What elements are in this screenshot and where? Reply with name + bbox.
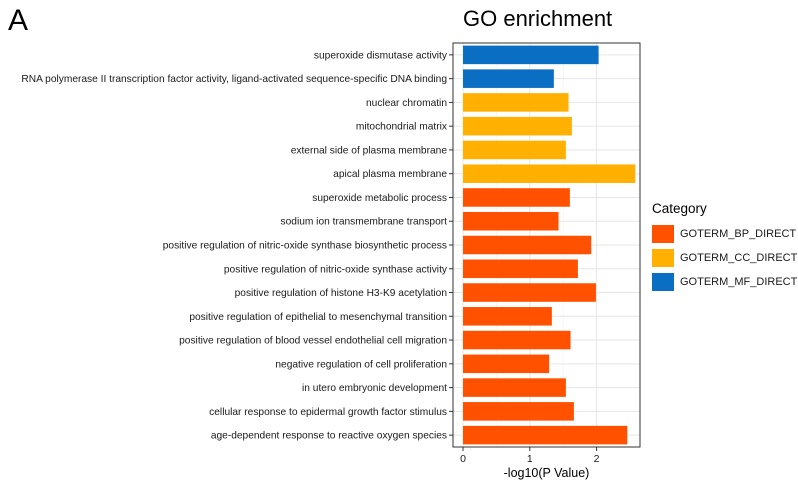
bar [463, 402, 574, 421]
legend: Category GOTERM_BP_DIRECT GOTERM_CC_DIRE… [652, 201, 797, 294]
bar [463, 140, 566, 160]
bar [463, 164, 636, 183]
category-label: positive regulation of blood vessel endo… [179, 336, 447, 347]
bar [463, 69, 554, 88]
bar [463, 283, 596, 302]
category-label: positive regulation of nitric-oxide synt… [224, 264, 448, 275]
legend-swatch-bp [652, 225, 674, 243]
category-label: RNA polymerase II transcription factor a… [21, 74, 447, 85]
legend-item-cc: GOTERM_CC_DIRECT [652, 246, 797, 270]
legend-label-mf: GOTERM_MF_DIRECT [680, 276, 798, 288]
legend-item-mf: GOTERM_MF_DIRECT [652, 270, 797, 294]
legend-title: Category [652, 201, 707, 216]
legend-swatch-mf [652, 273, 674, 291]
bar [463, 259, 578, 279]
x-tick-label: 1 [527, 453, 533, 465]
bar [463, 116, 572, 136]
category-label: sodium ion transmembrane transport [281, 217, 448, 228]
category-label: superoxide metabolic process [312, 193, 447, 204]
legend-label-cc: GOTERM_CC_DIRECT [680, 252, 798, 264]
chart-title: GO enrichment [463, 6, 613, 31]
category-label: nuclear chromatin [366, 98, 447, 109]
category-label: apical plasma membrane [333, 169, 447, 180]
category-label: positive regulation of nitric-oxide synt… [163, 241, 447, 252]
legend-swatch-cc [652, 249, 674, 267]
x-axis-tick-layer: 0 1 2 [460, 447, 600, 465]
category-label: negative regulation of cell proliferatio… [275, 359, 447, 370]
bar [463, 330, 571, 350]
bar [463, 211, 559, 231]
category-label: positive regulation of epithelial to mes… [189, 312, 447, 323]
legend-label-bp: GOTERM_BP_DIRECT [680, 228, 797, 240]
x-tick-label: 0 [460, 453, 466, 465]
category-label: age-dependent response to reactive oxyge… [211, 431, 447, 442]
category-label-layer: superoxide dismutase activity RNA polymer… [21, 50, 453, 442]
category-label: in utero embryonic development [302, 383, 447, 394]
category-label: cellular response to epidermal growth fa… [209, 407, 447, 418]
bar [463, 93, 569, 112]
category-label: superoxide dismutase activity [314, 50, 448, 61]
x-axis-title: -log10(P Value) [504, 466, 590, 480]
category-label: mitochondrial matrix [356, 122, 447, 133]
panel-label: A [8, 4, 29, 37]
category-label: external side of plasma membrane [291, 145, 448, 156]
category-label: positive regulation of histone H3-K9 ace… [235, 288, 447, 299]
x-tick-label: 2 [594, 453, 600, 465]
bar [463, 235, 592, 255]
bar [463, 354, 550, 374]
bar [463, 307, 552, 326]
bar [463, 378, 566, 397]
bar [463, 425, 628, 445]
bar-layer [463, 45, 636, 445]
legend-item-bp: GOTERM_BP_DIRECT [652, 222, 797, 246]
bar [463, 45, 599, 65]
bar [463, 188, 570, 207]
